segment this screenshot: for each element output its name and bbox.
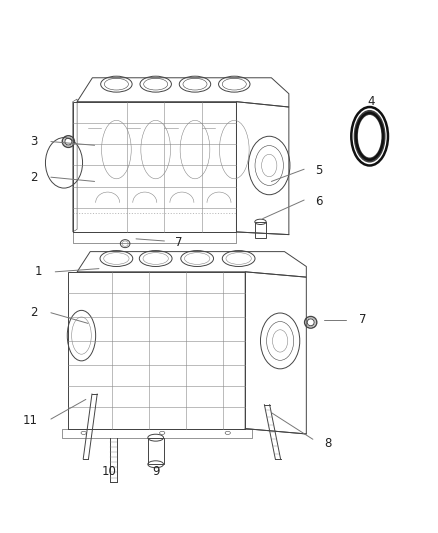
Bar — [148, 438, 163, 464]
Text: 1: 1 — [35, 265, 42, 278]
Text: 2: 2 — [30, 306, 38, 319]
Text: 3: 3 — [30, 135, 38, 148]
Ellipse shape — [358, 115, 381, 158]
Text: 2: 2 — [30, 171, 38, 184]
Text: 8: 8 — [324, 437, 331, 450]
Text: 5: 5 — [315, 164, 322, 177]
Ellipse shape — [354, 110, 385, 163]
Text: 7: 7 — [175, 236, 183, 249]
Text: 11: 11 — [23, 414, 38, 427]
Text: 10: 10 — [102, 465, 117, 478]
Text: 4: 4 — [367, 95, 375, 108]
Text: 7: 7 — [359, 313, 366, 326]
Bar — [255, 222, 266, 238]
Text: 9: 9 — [152, 465, 159, 478]
Text: 6: 6 — [315, 195, 322, 208]
